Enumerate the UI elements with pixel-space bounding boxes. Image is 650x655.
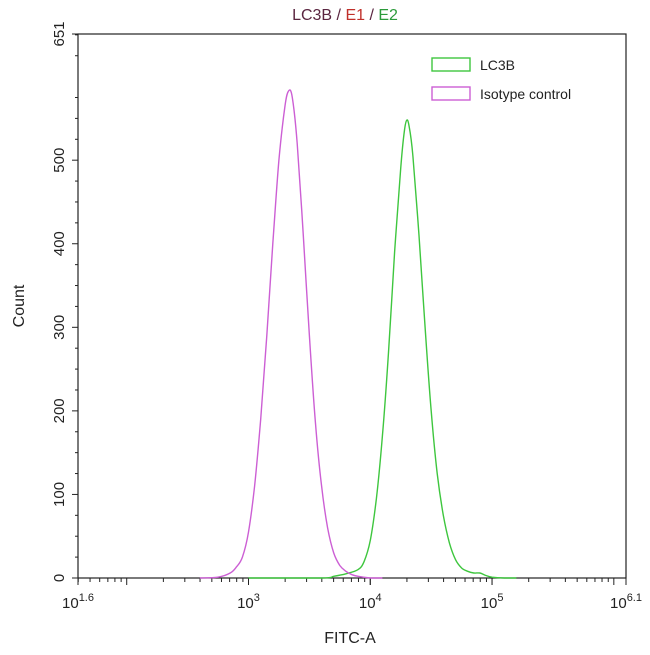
x-axis-title: FITC-A [324, 630, 376, 647]
x-tick-label: 106.1 [610, 592, 642, 612]
y-axis: 0 100 200 300 400 500 651 [51, 21, 78, 582]
title-part: LC3B [292, 7, 332, 24]
legend-label: Isotype control [480, 86, 571, 102]
title-part: E2 [378, 7, 398, 24]
x-axis: 101.6 103 104 105 106.1 [62, 578, 642, 612]
series-line-isotype-control [199, 89, 383, 579]
legend-label: LC3B [480, 57, 515, 73]
y-tick-label: 0 [51, 574, 68, 582]
chart-title: LC3B / E1 / E2 [292, 7, 398, 24]
y-tick-label: 400 [51, 231, 68, 256]
legend-swatch [431, 57, 471, 72]
y-tick-label: 200 [51, 398, 68, 423]
title-part: / [365, 7, 378, 24]
legend-swatch [431, 86, 471, 101]
x-tick-label: 103 [237, 592, 260, 612]
legend: LC3B Isotype control [431, 57, 571, 102]
y-tick-label: 651 [51, 21, 68, 46]
x-tick-label: 105 [481, 592, 504, 612]
x-tick-label: 101.6 [62, 592, 94, 612]
title-part: E1 [345, 7, 365, 24]
x-tick-label: 104 [359, 592, 382, 612]
y-tick-label: 500 [51, 148, 68, 173]
title-part: / [332, 7, 345, 24]
y-tick-label: 100 [51, 482, 68, 507]
series-line-lc3b [248, 119, 517, 579]
y-tick-label: 300 [51, 315, 68, 340]
plot-area-frame [77, 33, 627, 579]
y-axis-title: Count [11, 284, 28, 327]
series-lines [199, 89, 517, 579]
